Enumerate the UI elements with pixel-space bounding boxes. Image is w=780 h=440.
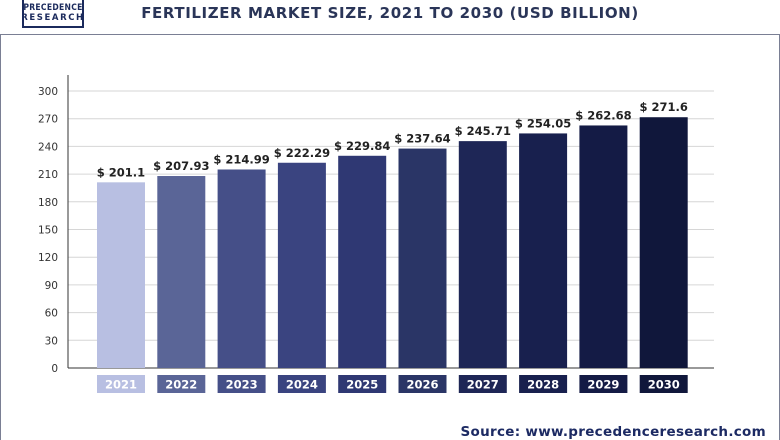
- category-label-box: [639, 375, 688, 393]
- bar: [579, 125, 628, 368]
- chart-title: FERTILIZER MARKET SIZE, 2021 TO 2030 (US…: [141, 4, 639, 22]
- y-tick-label: 270: [38, 114, 58, 126]
- data-label: $ 214.99: [213, 152, 269, 166]
- data-label: $ 271.6: [640, 100, 688, 114]
- data-label: $ 245.71: [455, 124, 511, 138]
- y-tick-label: 60: [45, 308, 58, 320]
- y-tick-label: 150: [38, 225, 58, 237]
- logo-line-2: RESEARCH: [21, 13, 85, 23]
- bar: [338, 155, 387, 368]
- logo-line-1: PRECEDENCE: [23, 2, 83, 13]
- category-label-box: [579, 375, 628, 393]
- y-tick-label: 240: [38, 141, 58, 153]
- y-tick-label: 30: [45, 335, 58, 347]
- category-label-box: [458, 375, 507, 393]
- data-label: $ 207.93: [153, 159, 209, 173]
- data-label: $ 262.68: [575, 108, 631, 122]
- y-tick-label: 210: [38, 169, 58, 181]
- category-label: 2023: [226, 378, 258, 392]
- category-label: 2024: [286, 378, 318, 392]
- source-credit: Source: www.precedenceresearch.com: [460, 424, 766, 440]
- y-tick-label: 0: [51, 363, 58, 375]
- bar: [519, 133, 568, 368]
- category-label: 2027: [467, 378, 499, 392]
- category-label: 2022: [165, 378, 197, 392]
- category-label-box: [398, 375, 447, 393]
- bar: [277, 162, 326, 368]
- bar: [639, 117, 688, 369]
- y-tick-label: 120: [38, 252, 58, 264]
- bar: [157, 176, 206, 368]
- data-label: $ 254.05: [515, 116, 571, 130]
- bar: [458, 141, 507, 368]
- category-label-box: [338, 375, 387, 393]
- data-label: $ 229.84: [334, 139, 390, 153]
- category-label: 2021: [105, 378, 137, 392]
- category-label: 2026: [406, 378, 438, 392]
- category-label-box: [97, 375, 145, 393]
- frame-left-border: [0, 34, 1, 440]
- category-label: 2028: [527, 378, 559, 392]
- data-label: $ 222.29: [274, 146, 330, 160]
- category-label-box: [519, 375, 568, 393]
- category-label-box: [277, 375, 326, 393]
- brand-logo: PRECEDENCE RESEARCH: [21, 0, 85, 28]
- bar: [217, 169, 266, 368]
- y-tick-label: 90: [45, 280, 58, 292]
- y-tick-label: 180: [38, 197, 58, 209]
- frame-top-border: [0, 34, 780, 35]
- bar: [398, 148, 447, 368]
- category-label: 2030: [648, 378, 680, 392]
- category-label: 2029: [587, 378, 619, 392]
- category-label-box: [217, 375, 266, 393]
- y-tick-label: 300: [38, 86, 58, 98]
- category-label-box: [157, 375, 206, 393]
- category-label: 2025: [346, 378, 378, 392]
- data-label: $ 237.64: [394, 132, 450, 146]
- bar: [97, 182, 145, 368]
- data-label: $ 201.1: [97, 165, 145, 179]
